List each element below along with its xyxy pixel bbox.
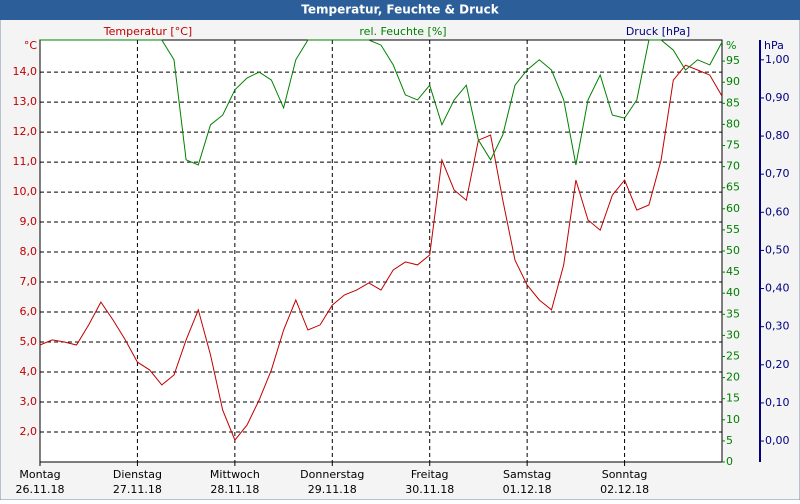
x-tick-date: 29.11.18 xyxy=(308,483,357,496)
data-line xyxy=(40,39,723,166)
y-tick-label: 6,0 xyxy=(20,305,38,318)
y2-tick-label: 60 xyxy=(726,202,740,215)
chart-title: Temperatur, Feuchte & Druck xyxy=(301,3,499,17)
y-tick-label: 12,0 xyxy=(13,125,38,138)
plot-area xyxy=(39,39,723,463)
y3-tick-label: 0,50 xyxy=(765,243,790,256)
x-tick-date: 02.12.18 xyxy=(600,483,649,496)
x-tick-date: 28.11.18 xyxy=(210,483,259,496)
y2-tick-label: 95 xyxy=(726,54,740,67)
y-tick-label: 9,0 xyxy=(20,215,38,228)
y-tick-label: 8,0 xyxy=(20,245,38,258)
y3-tick-label: 0,40 xyxy=(765,282,790,295)
y2-tick-label: 75 xyxy=(726,139,740,152)
y3-unit: hPa xyxy=(764,39,784,52)
y3-tick-label: 0,70 xyxy=(765,167,790,180)
y3-tick-label: 0,20 xyxy=(765,358,790,371)
title-bar xyxy=(0,0,800,20)
y2-unit: % xyxy=(726,39,736,52)
x-tick-date: 27.11.18 xyxy=(113,483,162,496)
y2-tick-label: 50 xyxy=(726,244,740,257)
y-tick-label: 2,0 xyxy=(20,425,38,438)
y3-tick-label: 0,90 xyxy=(765,91,790,104)
y-tick-label: 10,0 xyxy=(13,185,38,198)
y-axis-title: Temperatur [°C] xyxy=(103,25,192,38)
y3-tick-label: 0,60 xyxy=(765,205,790,218)
y2-tick-label: 35 xyxy=(726,307,740,320)
y2-tick-label: 0 xyxy=(726,455,733,468)
y2-tick-label: 90 xyxy=(726,75,740,88)
y-tick-label: 3,0 xyxy=(20,395,38,408)
y-tick-label: 7,0 xyxy=(20,275,38,288)
y2-tick-label: 20 xyxy=(726,371,740,384)
y-tick-label: 14,0 xyxy=(13,65,38,78)
y2-tick-label: 15 xyxy=(726,392,740,405)
x-tick-date: 30.11.18 xyxy=(405,483,454,496)
y2-tick-label: 45 xyxy=(726,265,740,278)
x-tick-label: Freitag xyxy=(411,468,449,481)
y-tick-label: 4,0 xyxy=(20,365,38,378)
y2-tick-label: 80 xyxy=(726,117,740,130)
y2-tick-label: 70 xyxy=(726,160,740,173)
y3-tick-label: 0,30 xyxy=(765,320,790,333)
y2-tick-label: 55 xyxy=(726,223,740,236)
x-tick-label: Samstag xyxy=(503,468,551,481)
y2-tick-label: 30 xyxy=(726,328,740,341)
y-unit: °C xyxy=(24,39,38,52)
y-tick-label: 11,0 xyxy=(13,155,38,168)
y3-tick-label: 0,00 xyxy=(765,434,790,447)
data-line xyxy=(39,64,723,442)
y3-tick-label: 0,10 xyxy=(765,396,790,409)
y-tick-label: 5,0 xyxy=(20,335,38,348)
y2-tick-label: 40 xyxy=(726,286,740,299)
x-tick-label: Montag xyxy=(19,468,60,481)
x-tick-label: Dienstag xyxy=(113,468,162,481)
y2-tick-label: 5 xyxy=(726,434,733,447)
y-tick-label: 13,0 xyxy=(13,95,38,108)
y3-tick-label: 0,80 xyxy=(765,129,790,142)
x-tick-label: Donnerstag xyxy=(300,468,364,481)
x-tick-date: 26.11.18 xyxy=(16,483,65,496)
y2-tick-label: 25 xyxy=(726,350,740,363)
x-tick-label: Mittwoch xyxy=(210,468,260,481)
y2-axis-title: rel. Feuchte [%] xyxy=(359,25,446,38)
x-tick-label: Sonntag xyxy=(602,468,648,481)
x-tick-date: 01.12.18 xyxy=(503,483,552,496)
y3-tick-label: 1,00 xyxy=(765,53,790,66)
y3-axis-title: Druck [hPa] xyxy=(626,25,690,38)
y2-tick-label: 85 xyxy=(726,96,740,109)
y2-tick-label: 65 xyxy=(726,181,740,194)
y2-tick-label: 10 xyxy=(726,413,740,426)
